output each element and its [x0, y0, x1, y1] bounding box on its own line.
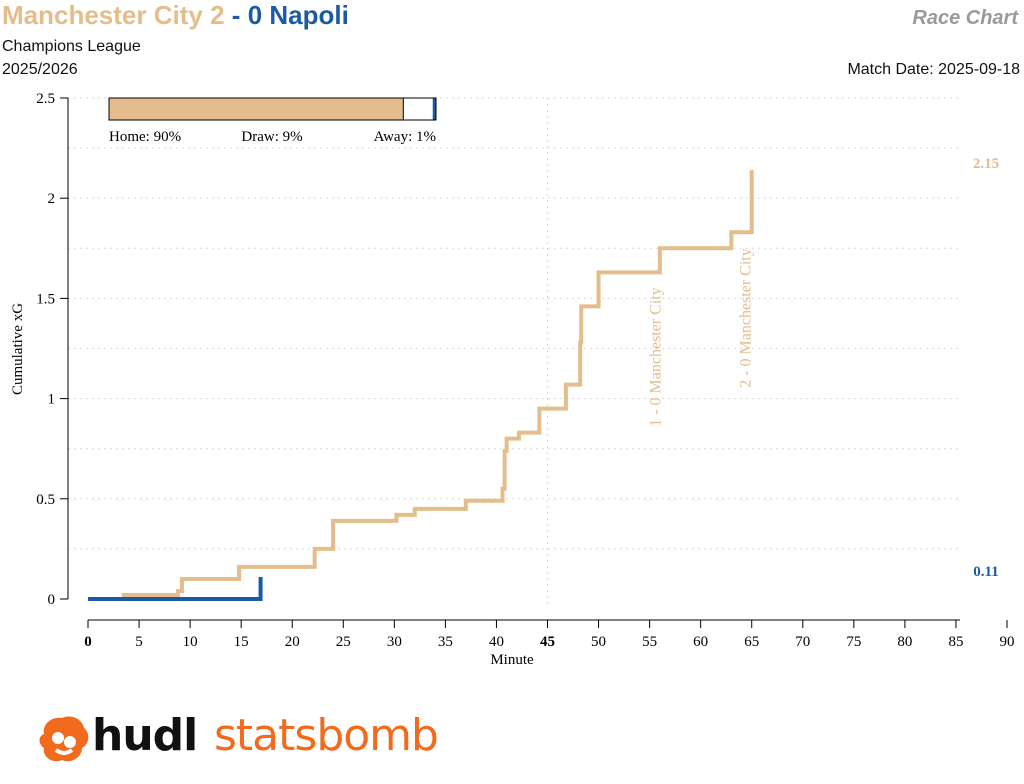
season-label: 2025/2026	[2, 61, 78, 78]
x-tick-label: 55	[642, 634, 657, 650]
competition-name: Champions League	[2, 38, 141, 55]
statsbomb-logo-icon	[39, 716, 89, 762]
x-tick-label: 90	[1000, 634, 1015, 650]
hudl-statsbomb-logo: hudl statsbomb	[36, 708, 439, 768]
logo-text-statsbomb: statsbomb	[214, 710, 439, 761]
score-separator: -	[231, 0, 241, 30]
chart-series: 2.15 0.11	[88, 156, 999, 601]
x-tick-label: 70	[795, 634, 810, 650]
final-xg-label-home: 2.15	[973, 156, 999, 172]
x-tick-label: 45	[540, 634, 555, 650]
x-tick-label: 40	[489, 634, 504, 650]
x-tick-label: 0	[84, 634, 92, 650]
x-axis-label: Minute	[490, 652, 534, 668]
xg-line-home	[121, 170, 754, 599]
y-tick-label: 2.5	[36, 91, 55, 107]
x-tick-label: 20	[285, 634, 300, 650]
chart-grid	[68, 97, 960, 608]
y-tick-label: 1	[48, 392, 56, 408]
win-probability-bar: Home: 90% Draw: 9% Away: 1%	[108, 97, 437, 145]
x-tick-label: 50	[591, 634, 606, 650]
x-tick-label: 5	[135, 634, 143, 650]
goal-annotation: 1 - 0 Manchester City	[648, 287, 665, 427]
win-prob-home-segment	[109, 98, 404, 120]
y-tick-label: 0.5	[36, 492, 55, 508]
chart-annotations: 1 - 0 Manchester City 2 - 0 Manchester Ci…	[648, 248, 755, 427]
race-chart: 0 0.5 1 1.5 2 2.5 Cumulative xG 0 5 10 15 20 25 30 35 4…	[10, 91, 1015, 668]
home-team-name: Manchester City	[2, 0, 203, 30]
y-axis-label: Cumulative xG	[10, 303, 26, 395]
win-prob-home-label: Home: 90%	[109, 129, 181, 145]
y-tick-label: 1.5	[36, 291, 55, 307]
xg-line-away	[88, 576, 263, 601]
y-tick-label: 0	[48, 592, 56, 608]
away-team-name: Napoli	[269, 0, 349, 30]
home-team-score: 2	[210, 0, 225, 30]
x-tick-label: 80	[897, 634, 912, 650]
x-tick-label: 30	[387, 634, 402, 650]
x-tick-label: 10	[183, 634, 198, 650]
final-xg-label-away: 0.11	[973, 564, 998, 580]
match-date: Match Date: 2025-09-18	[847, 61, 1020, 78]
x-tick-label: 65	[744, 634, 759, 650]
x-tick-label: 75	[846, 634, 861, 650]
win-prob-away-label: Away: 1%	[374, 129, 436, 145]
away-team-score: 0	[247, 0, 263, 30]
x-tick-label: 85	[948, 634, 963, 650]
win-prob-draw-label: Draw: 9%	[241, 129, 302, 145]
match-title: Manchester City 2 - 0 Napoli	[2, 0, 349, 31]
logo-text-hudl: hudl	[92, 710, 198, 761]
chart-axes: 0 0.5 1 1.5 2 2.5 Cumulative xG 0 5 10 15 20 25 30 35 4…	[10, 91, 1015, 668]
goal-annotation: 2 - 0 Manchester City	[738, 248, 755, 388]
win-prob-away-segment	[432, 98, 436, 120]
chart-type-label: Race Chart	[912, 7, 1018, 29]
y-tick-label: 2	[48, 191, 56, 207]
x-tick-label: 35	[438, 634, 453, 650]
win-prob-frame	[108, 97, 437, 121]
win-prob-draw-segment	[403, 98, 433, 120]
x-tick-label: 60	[693, 634, 708, 650]
x-tick-label: 25	[336, 634, 351, 650]
x-tick-label: 15	[234, 634, 249, 650]
